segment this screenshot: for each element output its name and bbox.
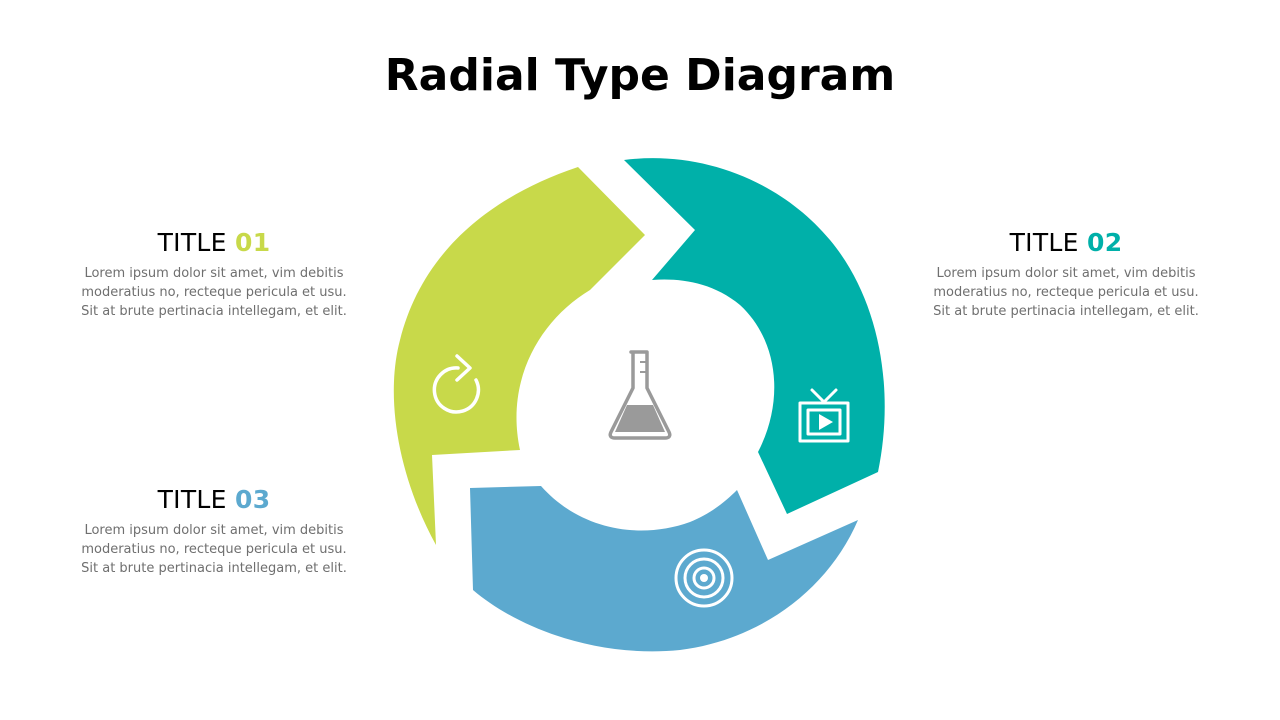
body-line: Lorem ipsum dolor sit amet, vim debitis [84,266,344,281]
body-line: moderatius no, recteque pericula et usu. [81,285,347,300]
text-block-03: TITLE 03 Lorem ipsum dolor sit amet, vim… [64,485,364,578]
body-line: moderatius no, recteque pericula et usu. [933,285,1199,300]
block-body: Lorem ipsum dolor sit amet, vim debitis … [916,264,1216,321]
heading-word: TITLE [1009,228,1079,257]
flask-icon [608,350,672,440]
block-body: Lorem ipsum dolor sit amet, vim debitis … [64,521,364,578]
heading-number: 03 [235,485,271,514]
target-icon [674,548,734,608]
block-heading: TITLE 02 [916,228,1216,258]
body-line: moderatius no, recteque pericula et usu. [81,542,347,557]
body-line: Lorem ipsum dolor sit amet, vim debitis [84,523,344,538]
body-line: Sit at brute pertinacia intellegam, et e… [81,561,347,576]
text-block-02: TITLE 02 Lorem ipsum dolor sit amet, vim… [916,228,1216,321]
segment-02 [624,158,885,515]
body-line: Sit at brute pertinacia intellegam, et e… [81,304,347,319]
heading-number: 01 [235,228,271,257]
block-heading: TITLE 01 [64,228,364,258]
block-heading: TITLE 03 [64,485,364,515]
text-block-01: TITLE 01 Lorem ipsum dolor sit amet, vim… [64,228,364,321]
page-title: Radial Type Diagram [384,50,896,101]
segment-01 [393,167,645,545]
body-line: Lorem ipsum dolor sit amet, vim debitis [936,266,1196,281]
heading-word: TITLE [157,485,227,514]
tv-icon [798,388,850,443]
block-body: Lorem ipsum dolor sit amet, vim debitis … [64,264,364,321]
heading-number: 02 [1087,228,1123,257]
body-line: Sit at brute pertinacia intellegam, et e… [933,304,1199,319]
segment-03 [470,486,858,652]
refresh-icon [432,354,481,414]
heading-word: TITLE [157,228,227,257]
